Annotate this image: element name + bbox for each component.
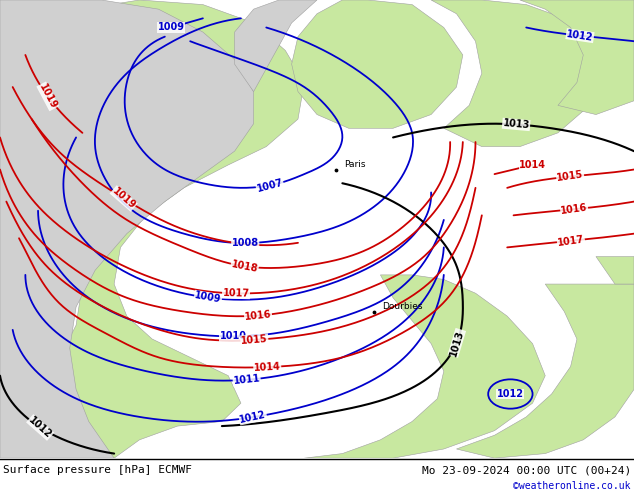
Text: 1017: 1017 [557, 234, 585, 248]
Polygon shape [456, 284, 634, 458]
Text: ©weatheronline.co.uk: ©weatheronline.co.uk [514, 481, 631, 490]
Text: 1016: 1016 [244, 309, 272, 322]
Text: 1009: 1009 [158, 23, 184, 32]
Text: Surface pressure [hPa] ECMWF: Surface pressure [hPa] ECMWF [3, 465, 192, 475]
Text: 1012: 1012 [566, 29, 594, 43]
Polygon shape [431, 0, 602, 147]
Text: 1009: 1009 [194, 291, 222, 305]
Text: Dourbies: Dourbies [382, 302, 422, 311]
Polygon shape [304, 275, 545, 458]
Text: 1013: 1013 [448, 328, 465, 357]
Text: 1013: 1013 [502, 118, 530, 131]
Text: 1017: 1017 [223, 288, 250, 299]
Polygon shape [0, 0, 304, 458]
Text: 1019: 1019 [37, 82, 58, 111]
Text: 1011: 1011 [233, 373, 261, 386]
Text: 1015: 1015 [556, 170, 584, 183]
Text: 1007: 1007 [256, 177, 284, 194]
Text: 1016: 1016 [560, 202, 588, 216]
Text: 1010: 1010 [219, 331, 247, 342]
Text: Mo 23-09-2024 00:00 UTC (00+24): Mo 23-09-2024 00:00 UTC (00+24) [422, 465, 631, 475]
Polygon shape [0, 0, 254, 458]
Polygon shape [235, 0, 317, 92]
Polygon shape [596, 257, 634, 284]
Text: 1012: 1012 [27, 415, 54, 440]
Text: 1012: 1012 [497, 389, 524, 399]
Polygon shape [520, 0, 634, 115]
Polygon shape [292, 0, 463, 128]
Text: 1015: 1015 [240, 334, 268, 346]
Text: 1019: 1019 [110, 186, 137, 211]
Text: Paris: Paris [344, 160, 365, 169]
Text: 1014: 1014 [254, 362, 281, 373]
Text: 1014: 1014 [519, 160, 546, 170]
Text: 1018: 1018 [230, 259, 259, 274]
Text: 1008: 1008 [231, 238, 259, 248]
Text: 1012: 1012 [238, 410, 267, 425]
